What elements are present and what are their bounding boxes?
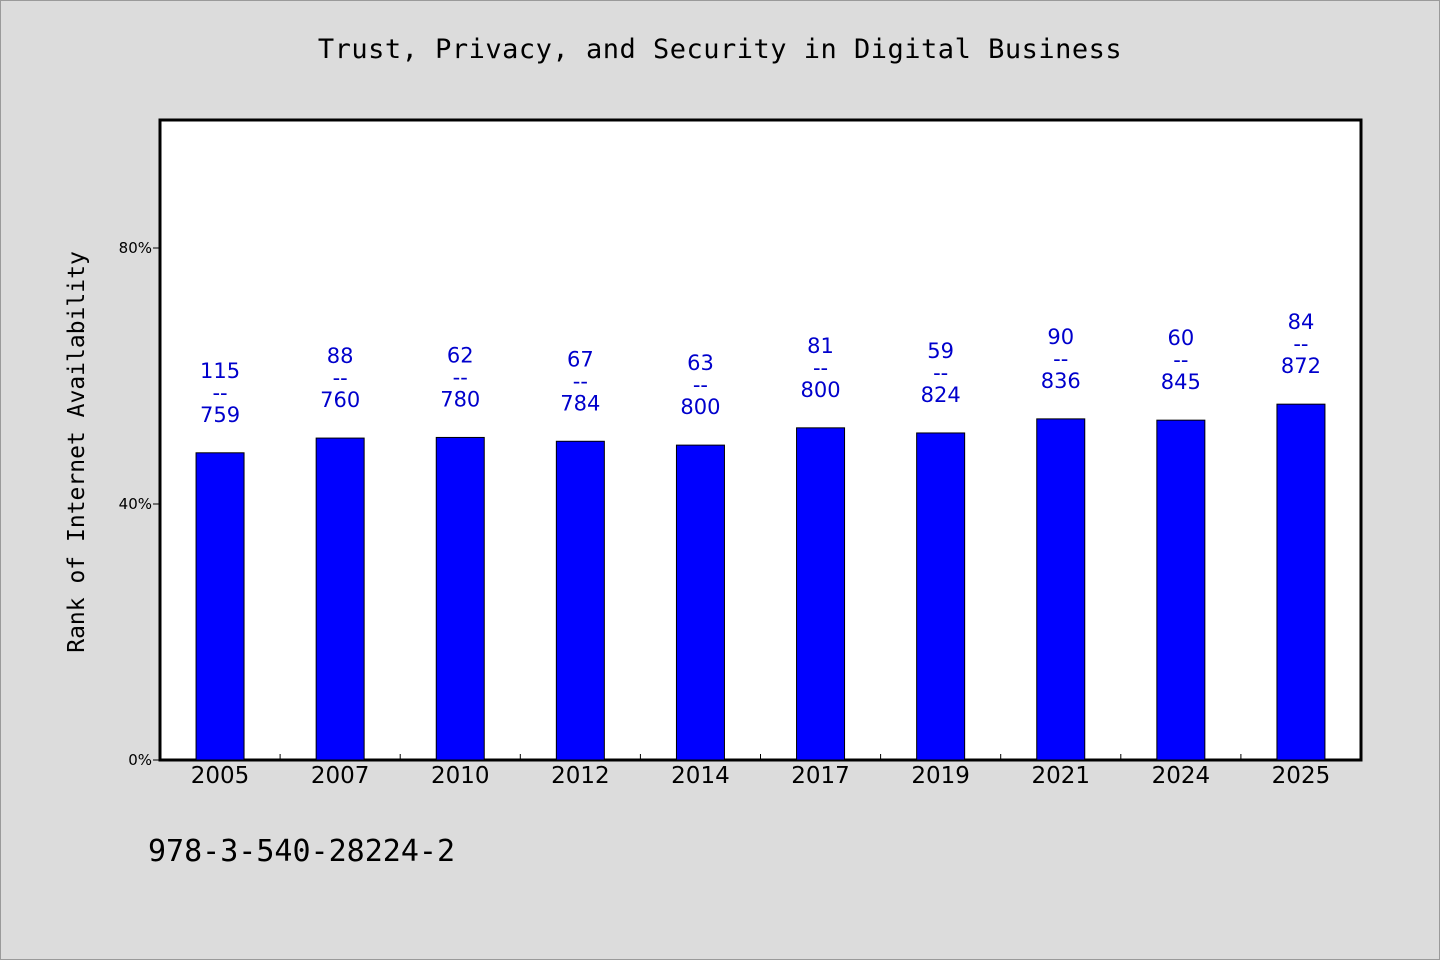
data-label-2007-1: -- (333, 366, 348, 390)
y-axis-label: Rank of Internet Availability (64, 251, 90, 653)
x-tick-label-2025: 2025 (1272, 763, 1331, 789)
bar-2017 (796, 427, 846, 761)
data-label-2017-0: 81 (807, 334, 834, 358)
data-label-2010-0: 62 (447, 343, 474, 367)
data-labels-group: 115--75988--76062--78067--78463--80081--… (200, 310, 1321, 427)
x-tick-label-2012: 2012 (551, 763, 610, 789)
bar-2010 (435, 436, 485, 761)
y-tick-label: 80% (119, 239, 152, 257)
data-label-2021-0: 90 (1047, 325, 1074, 349)
data-label-2017-2: 800 (801, 378, 841, 402)
chart-title: Trust, Privacy, and Security in Digital … (317, 34, 1123, 65)
x-tick-label-2005: 2005 (191, 763, 250, 789)
data-label-2010-1: -- (453, 365, 468, 389)
data-label-2005-0: 115 (200, 359, 240, 383)
data-label-2025-2: 872 (1281, 354, 1321, 378)
data-label-2019-0: 59 (927, 339, 954, 363)
data-label-2019-1: -- (933, 361, 948, 385)
bar-2005 (195, 452, 245, 761)
bar-2021 (1036, 418, 1086, 761)
data-label-2024-2: 845 (1161, 370, 1201, 394)
bar-2014 (675, 444, 725, 761)
data-label-2010-2: 780 (440, 387, 480, 411)
data-label-2014-0: 63 (687, 351, 714, 375)
data-label-2021-2: 836 (1041, 369, 1081, 393)
data-label-2025-0: 84 (1288, 310, 1315, 334)
bar-2025 (1276, 403, 1326, 761)
y-tick-label: 0% (128, 751, 152, 769)
data-label-2012-1: -- (573, 369, 588, 393)
data-label-2019-2: 824 (921, 383, 961, 407)
data-label-2012-2: 784 (560, 391, 600, 415)
x-tick-label-2021: 2021 (1031, 763, 1090, 789)
x-axis: 2005 2007 2010 2012 2014 2017 2019 2021 2024 2025 (191, 754, 1330, 789)
data-label-2007-2: 760 (320, 388, 360, 412)
data-label-2021-1: -- (1053, 347, 1068, 371)
data-label-2024-0: 60 (1167, 326, 1194, 350)
data-label-2007-0: 88 (327, 344, 354, 368)
x-tick-label-2024: 2024 (1152, 763, 1211, 789)
x-tick-label-2014: 2014 (671, 763, 730, 789)
data-label-2025-1: -- (1293, 332, 1308, 356)
data-label-2014-1: -- (693, 373, 708, 397)
bar-2007 (315, 437, 365, 761)
bar-2024 (1156, 419, 1206, 761)
footer-code: 978-3-540-28224-2 (148, 834, 456, 869)
data-label-2014-2: 800 (680, 395, 720, 419)
x-tick-label-2019: 2019 (911, 763, 970, 789)
y-tick-label: 40% (119, 495, 152, 513)
x-tick-label-2007: 2007 (311, 763, 370, 789)
bar-2012 (555, 440, 605, 761)
data-label-2017-1: -- (813, 356, 828, 380)
x-tick-label-2010: 2010 (431, 763, 490, 789)
data-label-2005-2: 759 (200, 403, 240, 427)
data-label-2024-1: -- (1173, 348, 1188, 372)
bar-2019 (916, 432, 966, 761)
bars-group (195, 403, 1326, 761)
x-tick-label-2017: 2017 (791, 763, 850, 789)
data-label-2005-1: -- (212, 381, 227, 405)
data-label-2012-0: 67 (567, 347, 594, 371)
y-axis: 0% 40% 80% (119, 239, 160, 769)
